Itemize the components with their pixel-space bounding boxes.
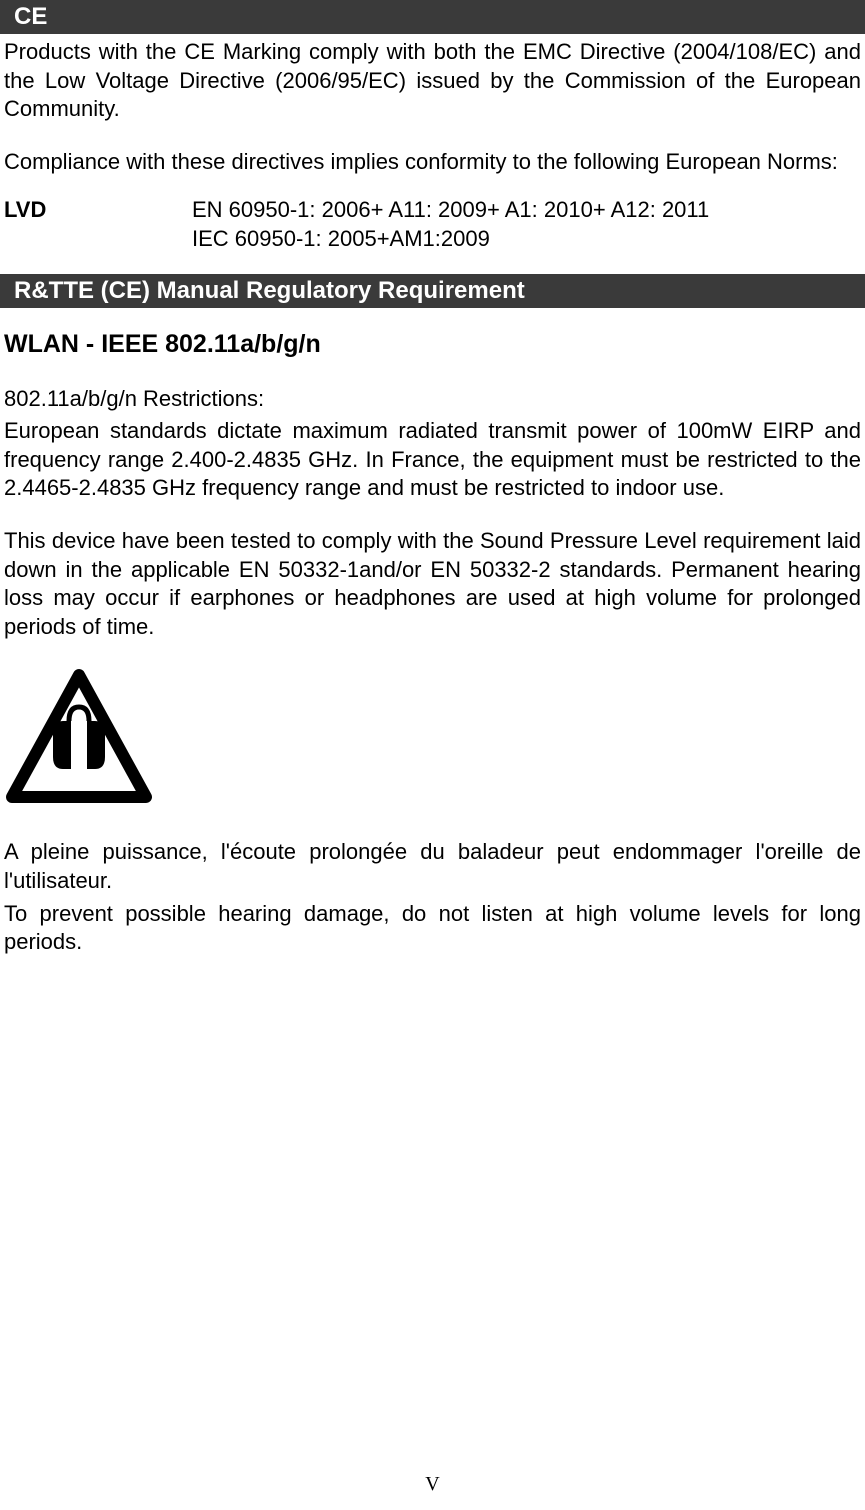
ce-paragraph-1: Products with the CE Marking comply with… [0, 34, 865, 144]
page-number: V [425, 1473, 439, 1496]
sound-pressure-paragraph: This device have been tested to comply w… [0, 523, 865, 661]
lvd-line-2: IEC 60950-1: 2005+AM1:2009 [192, 225, 861, 254]
lvd-label: LVD [4, 196, 192, 253]
restrictions-paragraph: European standards dictate maximum radia… [0, 413, 865, 523]
lvd-values: EN 60950-1: 2006+ A11: 2009+ A1: 2010+ A… [192, 196, 861, 253]
wlan-heading: WLAN - IEEE 802.11a/b/g/n [0, 308, 865, 381]
ce-section-header: CE [0, 0, 865, 34]
english-warning-paragraph: To prevent possible hearing damage, do n… [0, 896, 865, 977]
french-warning-paragraph: A pleine puissance, l'écoute prolongée d… [0, 834, 865, 895]
restrictions-title: 802.11a/b/g/n Restrictions: [0, 381, 865, 414]
warning-triangle-icon [4, 667, 154, 814]
lvd-row: LVD EN 60950-1: 2006+ A11: 2009+ A1: 201… [0, 196, 865, 253]
ce-paragraph-2: Compliance with these directives implies… [0, 144, 865, 197]
rtte-section-header: R&TTE (CE) Manual Regulatory Requirement [0, 274, 865, 308]
lvd-line-1: EN 60950-1: 2006+ A11: 2009+ A1: 2010+ A… [192, 196, 861, 225]
